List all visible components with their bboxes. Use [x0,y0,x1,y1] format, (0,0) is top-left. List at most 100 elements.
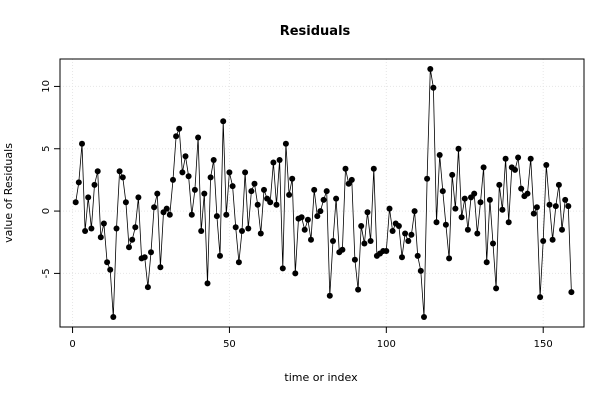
data-point [198,228,205,234]
data-point [85,194,92,201]
data-point [555,181,562,188]
data-point [188,211,195,218]
data-point [505,219,512,226]
x-axis-label: time or index [284,371,358,384]
data-point [122,199,129,206]
data-point [395,223,402,229]
data-point [119,174,126,181]
data-point [314,213,321,220]
data-point [163,205,170,212]
x-tick-label: 100 [377,339,396,350]
data-point [129,236,136,243]
data-point [195,134,202,141]
data-point [490,240,496,247]
data-point [326,292,333,299]
data-point [210,157,217,163]
data-point [524,190,531,197]
data-point [458,214,465,221]
data-point [546,201,553,208]
data-point [107,266,114,273]
data-point [486,196,493,203]
data-point [512,166,518,173]
data-point [471,190,478,197]
data-point [330,238,336,244]
data-point [157,264,164,271]
data-point [282,140,289,147]
data-point [461,195,468,202]
data-point [439,188,446,195]
data-point [552,203,559,210]
data-point [301,226,308,233]
data-point [245,225,252,232]
data-point [442,221,449,228]
data-point [75,179,82,186]
y-tick-label: 5 [41,146,52,152]
data-point [298,214,305,221]
data-point [474,230,481,237]
data-point [477,199,484,206]
data-point [455,145,462,152]
data-point [100,220,107,227]
data-point [565,203,572,210]
data-point [229,183,236,190]
data-point [370,165,377,172]
data-point [135,194,142,201]
data-point [176,125,183,132]
y-tick-label: -5 [41,268,52,278]
data-point [411,208,418,215]
data-point [320,196,327,203]
data-point [427,66,434,72]
data-point [239,228,245,234]
data-point [132,224,139,231]
data-point [323,188,330,195]
data-point [351,256,358,263]
chart-title: Residuals [280,24,351,39]
data-point [72,199,79,206]
data-point [515,154,522,161]
data-point [279,265,286,272]
residuals-series [72,66,575,320]
data-point [433,219,440,226]
data-point [421,314,427,320]
data-point [185,173,192,180]
data-point [113,225,120,232]
data-point [226,169,233,176]
y-tick-label: 0 [41,208,52,214]
data-point [204,280,211,287]
data-point [141,254,148,261]
data-point [223,211,230,218]
data-point [333,195,340,202]
x-axis-ticks: 0 50 100 150 [69,327,553,350]
data-point [424,175,431,182]
data-point [267,199,274,206]
data-point [151,204,158,211]
data-point [452,205,459,212]
data-point [286,191,293,198]
data-point [417,267,424,274]
data-point [559,226,565,233]
data-point [414,252,421,259]
data-point [213,213,220,220]
y-axis-label: value of Residuals [2,143,15,243]
data-point [527,155,534,162]
data-point [348,176,355,183]
y-tick-label: 10 [41,80,52,93]
residuals-line [75,68,572,318]
data-point [408,231,415,238]
data-point [449,171,456,178]
data-point [361,240,368,247]
data-point [97,234,104,241]
grid-lines [60,59,584,327]
data-point [402,230,409,237]
data-point [207,174,214,181]
data-point [339,246,346,253]
y-axis-ticks: -5 0 5 10 [41,80,60,278]
data-point [270,159,277,166]
data-point [179,169,186,176]
data-point [446,255,453,262]
data-point [562,196,569,203]
data-point [389,228,396,234]
data-point [533,204,540,211]
data-point [493,285,500,292]
